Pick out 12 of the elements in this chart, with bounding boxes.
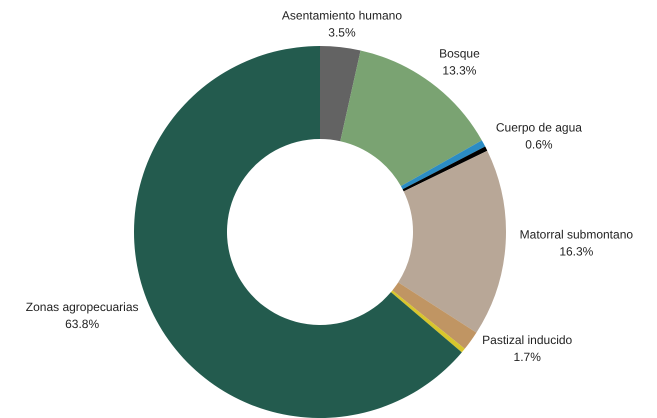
data-label: 16.3%	[559, 244, 594, 259]
data-label: 1.7%	[514, 350, 542, 364]
slice-label: Cuerpo de agua	[496, 120, 582, 135]
slice-label: Asentamiento humano	[282, 8, 402, 23]
slice-label: Bosque	[439, 46, 480, 61]
data-label: 0.6%	[525, 138, 553, 152]
data-label: 13.3%	[442, 64, 477, 78]
slice-label: Zonas agropecuarias	[26, 300, 139, 314]
data-label: 63.8%	[65, 316, 100, 331]
slice-label: Matorral submontano	[520, 228, 634, 242]
data-label: 3.5%	[328, 26, 356, 40]
slice-label: Pastizal inducido	[482, 332, 573, 347]
